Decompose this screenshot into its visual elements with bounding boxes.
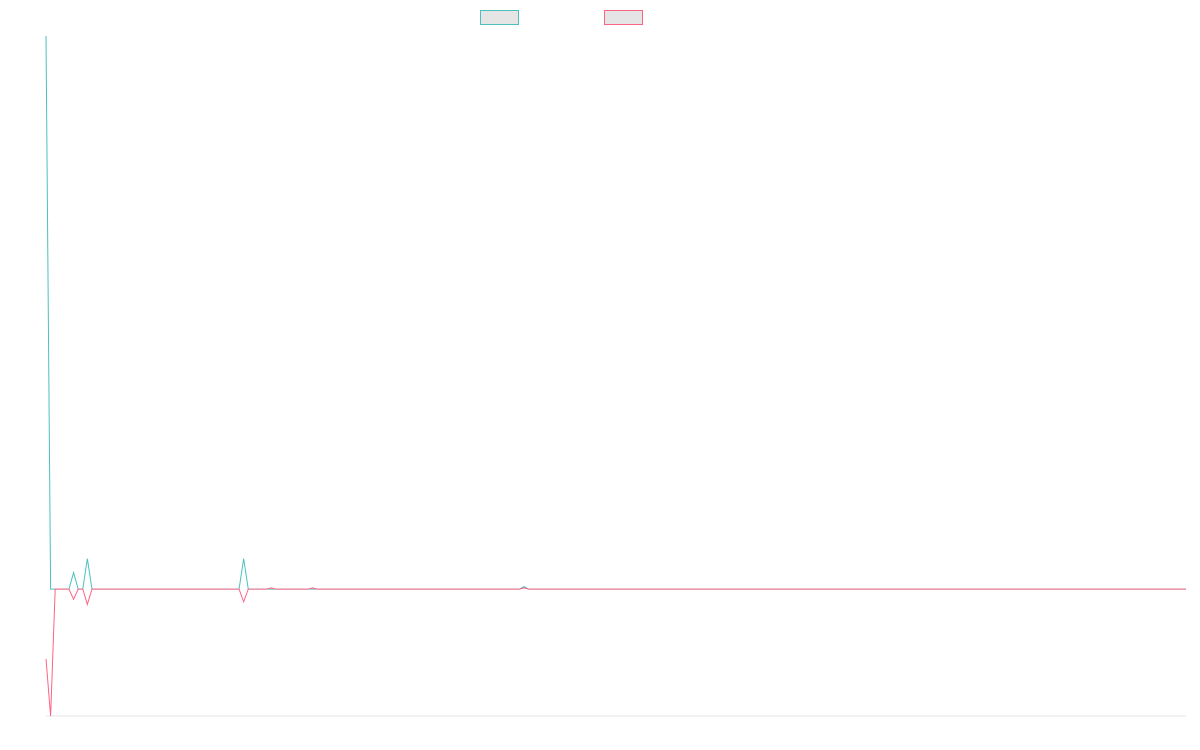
legend-swatch-series-1 <box>480 9 519 25</box>
series-2-line[interactable] <box>45 587 1186 717</box>
chart-legend <box>0 9 1200 27</box>
legend-item-series-1[interactable] <box>480 9 525 25</box>
series-1-line[interactable] <box>45 35 1186 590</box>
legend-item-series-2[interactable] <box>604 9 649 25</box>
series-layer <box>45 35 1186 717</box>
legend-swatch-series-2 <box>604 9 643 25</box>
